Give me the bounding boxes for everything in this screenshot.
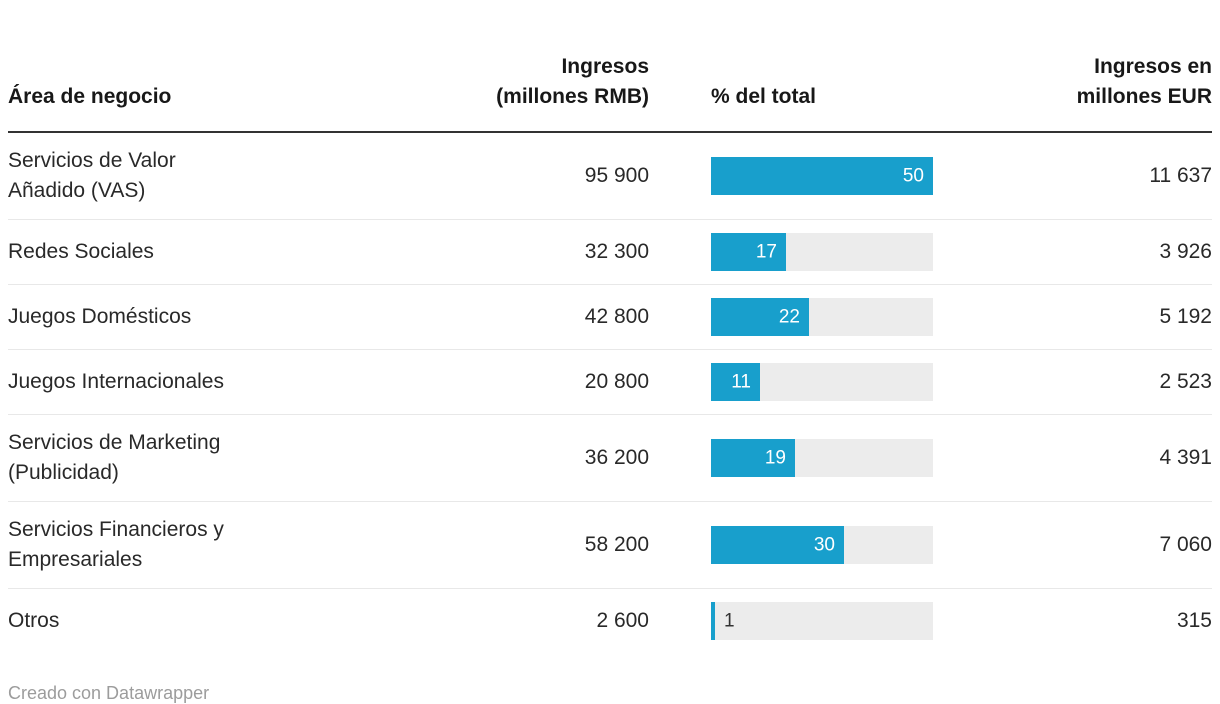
revenue-rmb-cell: 32 300 bbox=[584, 240, 649, 263]
percent-bar-label: 50 bbox=[902, 165, 924, 187]
revenue-eur-cell: 7 060 bbox=[1159, 533, 1212, 556]
table-row: Servicios de Valor Añadido (VAS) 95 900 … bbox=[8, 133, 1212, 220]
business-area-cell: Juegos Internacionales bbox=[8, 370, 224, 393]
revenue-eur-cell: 11 637 bbox=[1149, 164, 1212, 187]
revenue-eur-cell: 5 192 bbox=[1159, 305, 1212, 328]
table-row: Servicios Financieros y Empresariales 58… bbox=[8, 502, 1212, 589]
percent-bar bbox=[711, 233, 786, 271]
percent-bar-label: 11 bbox=[731, 371, 751, 393]
business-area-cell: Servicios de Valor Añadido (VAS) bbox=[8, 149, 176, 202]
percent-cell: 1 bbox=[649, 602, 941, 640]
bar-track: 30 bbox=[711, 526, 933, 564]
percent-bar-label: 1 bbox=[724, 610, 735, 632]
percent-cell: 19 bbox=[649, 439, 941, 477]
table-row: Otros 2 600 1 315 bbox=[8, 589, 1212, 653]
header-ingresos-eur: Ingresos en millones EUR bbox=[1076, 55, 1212, 108]
table-row: Juegos Domésticos 42 800 22 5 192 bbox=[8, 285, 1212, 350]
header-pct-del-total: % del total bbox=[711, 85, 817, 108]
percent-bar-label: 30 bbox=[813, 534, 835, 556]
revenue-rmb-cell: 36 200 bbox=[584, 446, 649, 469]
datawrapper-table-chart: Área de negocio Ingresos (millones RMB) … bbox=[8, 0, 1212, 703]
revenue-eur-cell: 4 391 bbox=[1159, 446, 1212, 469]
revenue-rmb-cell: 20 800 bbox=[584, 370, 649, 393]
percent-cell: 17 bbox=[649, 233, 941, 271]
table-row: Servicios de Marketing (Publicidad) 36 2… bbox=[8, 415, 1212, 502]
business-area-cell: Servicios de Marketing (Publicidad) bbox=[8, 431, 221, 484]
datawrapper-credit: Creado con Datawrapper bbox=[8, 683, 210, 703]
percent-bar bbox=[711, 602, 715, 640]
percent-bar bbox=[711, 363, 760, 401]
business-area-cell: Redes Sociales bbox=[8, 240, 154, 263]
bar-track: 17 bbox=[711, 233, 933, 271]
percent-bar bbox=[711, 439, 795, 477]
bar-track: 11 bbox=[711, 363, 933, 401]
revenue-eur-cell: 315 bbox=[1176, 609, 1212, 632]
percent-bar bbox=[711, 157, 933, 195]
percent-bar-label: 17 bbox=[755, 241, 777, 263]
table-header-row: Área de negocio Ingresos (millones RMB) … bbox=[8, 0, 1212, 133]
revenue-rmb-cell: 42 800 bbox=[584, 305, 649, 328]
table-row: Juegos Internacionales 20 800 11 2 523 bbox=[8, 350, 1212, 415]
percent-bar bbox=[711, 526, 844, 564]
business-area-cell: Juegos Domésticos bbox=[8, 305, 192, 328]
percent-bar bbox=[711, 298, 809, 336]
bar-track: 22 bbox=[711, 298, 933, 336]
business-area-cell: Otros bbox=[8, 609, 60, 632]
revenue-eur-cell: 2 523 bbox=[1159, 370, 1212, 393]
revenue-rmb-cell: 2 600 bbox=[596, 609, 649, 632]
bar-track: 1 bbox=[711, 602, 933, 640]
table-row: Redes Sociales 32 300 17 3 926 bbox=[8, 220, 1212, 285]
percent-cell: 22 bbox=[649, 298, 941, 336]
revenue-eur-cell: 3 926 bbox=[1159, 240, 1212, 263]
percent-bar-label: 22 bbox=[778, 306, 800, 328]
header-area-de-negocio: Área de negocio bbox=[8, 85, 172, 108]
table-body: Servicios de Valor Añadido (VAS) 95 900 … bbox=[8, 133, 1212, 653]
business-area-cell: Servicios Financieros y Empresariales bbox=[8, 518, 224, 571]
bar-track: 50 bbox=[711, 157, 933, 195]
revenue-rmb-cell: 58 200 bbox=[584, 533, 649, 556]
percent-cell: 11 bbox=[649, 363, 941, 401]
percent-cell: 30 bbox=[649, 526, 941, 564]
revenue-rmb-cell: 95 900 bbox=[584, 164, 649, 187]
bar-track: 19 bbox=[711, 439, 933, 477]
percent-bar-label: 19 bbox=[764, 447, 786, 469]
percent-cell: 50 bbox=[649, 157, 941, 195]
header-ingresos-rmb: Ingresos (millones RMB) bbox=[496, 55, 649, 108]
